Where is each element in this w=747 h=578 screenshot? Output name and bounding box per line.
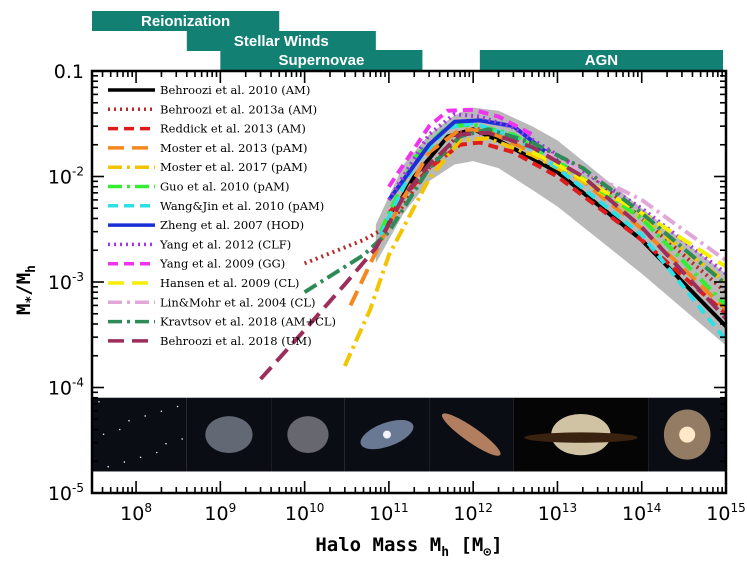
star-dot bbox=[118, 428, 121, 431]
y-axis-title-m1: M bbox=[13, 304, 35, 315]
x-tick-label: 1013 bbox=[538, 501, 577, 525]
legend-label: Kravtsov et al. 2018 (AM+CL) bbox=[160, 315, 336, 329]
y-tick-label: 10-4 bbox=[48, 376, 84, 400]
y-tick-label: 0.1 bbox=[54, 61, 84, 83]
x-axis-title-main: Halo Mass M bbox=[315, 534, 441, 556]
y-tick-label: 10-3 bbox=[48, 270, 84, 294]
series-line bbox=[259, 130, 726, 381]
feedback-band bbox=[220, 50, 423, 70]
star-dot bbox=[123, 461, 126, 463]
feedback-band bbox=[479, 50, 723, 70]
star-dot bbox=[102, 433, 105, 436]
x-tick-label: 1015 bbox=[706, 501, 745, 525]
x-tick-label: 1010 bbox=[285, 501, 324, 525]
series-lines bbox=[259, 107, 726, 381]
legend-label: Yang et al. 2009 (GG) bbox=[159, 257, 285, 271]
legend-label: Wang&Jin et al. 2010 (pAM) bbox=[160, 199, 324, 213]
star-dot bbox=[98, 400, 100, 403]
galaxy-dust-lane bbox=[524, 432, 638, 443]
star-dot bbox=[165, 442, 167, 445]
x-tick-label: 109 bbox=[204, 501, 236, 525]
legend-label: Hansen et al. 2009 (CL) bbox=[160, 276, 299, 290]
galaxy-image-strip bbox=[91, 396, 726, 472]
star-dot bbox=[128, 419, 130, 422]
y-axis-title: M*/Mh bbox=[13, 265, 39, 315]
star-dot bbox=[160, 410, 163, 413]
galaxy-disk bbox=[441, 413, 501, 456]
galaxy-panel bbox=[186, 397, 272, 472]
feedback-band bbox=[186, 31, 376, 51]
x-tick-label: 108 bbox=[120, 501, 152, 525]
series-line bbox=[543, 150, 726, 263]
axis-ticks: 108 109 1010 1011 1012 1013 1014 1015 0.1 10-2 10-… bbox=[48, 61, 746, 525]
legend: Behroozi et al. 2010 (AM) Behroozi et al.… bbox=[108, 83, 336, 348]
y-axis-title-sub2: h bbox=[24, 265, 39, 273]
galaxy-panel bbox=[92, 397, 187, 472]
x-tick-label: 1012 bbox=[453, 501, 492, 525]
star-dot bbox=[144, 415, 146, 417]
series-line bbox=[378, 122, 726, 307]
feedback-band-label: AGN bbox=[585, 52, 618, 69]
legend-label: Zheng et al. 2007 (HOD) bbox=[160, 218, 304, 232]
x-axis-title: Halo Mass Mh [M⊙] bbox=[315, 534, 502, 560]
x-axis-title-close: ] bbox=[491, 534, 502, 556]
series-line bbox=[348, 127, 726, 311]
legend-label: Guo et al. 2010 (pAM) bbox=[160, 180, 289, 194]
legend-label: Behroozi et al. 2018 (UM) bbox=[160, 334, 312, 348]
galaxy-glow bbox=[205, 416, 253, 454]
legend-label: Behroozi et al. 2013a (AM) bbox=[160, 102, 317, 116]
galaxy-glow bbox=[287, 416, 329, 454]
legend-label: Reddick et al. 2013 (AM) bbox=[160, 122, 306, 136]
feedback-band-label: Stellar Winds bbox=[234, 33, 329, 50]
galaxy-panel bbox=[271, 397, 345, 472]
feedback-band bbox=[92, 11, 280, 31]
x-axis-title-sub: h bbox=[441, 545, 449, 560]
y-tick-label: 10-5 bbox=[48, 481, 84, 505]
legend-label: Yang et al. 2012 (CLF) bbox=[159, 237, 291, 251]
y-tick-label: 10-2 bbox=[48, 165, 84, 189]
star-dot bbox=[181, 438, 183, 440]
series-line bbox=[387, 118, 559, 202]
star-dot bbox=[176, 405, 179, 408]
star-dot bbox=[139, 456, 142, 459]
x-axis-title-open: [M bbox=[449, 534, 483, 556]
y-axis-title-slash: /M bbox=[13, 273, 35, 296]
y-axis-title-sub1: * bbox=[24, 296, 39, 304]
star-dot bbox=[155, 451, 158, 454]
feedback-band-label: Supernovae bbox=[278, 52, 364, 69]
galaxy-core bbox=[679, 426, 696, 443]
series-line bbox=[342, 136, 726, 367]
x-tick-label: 1011 bbox=[369, 501, 408, 525]
legend-label: Behroozi et al. 2010 (AM) bbox=[160, 83, 310, 97]
galaxy-core bbox=[382, 430, 391, 439]
series-line bbox=[387, 140, 726, 316]
x-axis-title-sun: ⊙ bbox=[483, 545, 491, 560]
feedback-band-label: Reionization bbox=[141, 13, 230, 30]
legend-label: Moster et al. 2017 (pAM) bbox=[160, 160, 307, 174]
legend-label: Moster et al. 2013 (pAM) bbox=[160, 141, 307, 155]
star-dot bbox=[107, 465, 109, 468]
x-tick-label: 1014 bbox=[622, 501, 661, 525]
legend-label: Lin&Mohr et al. 2004 (CL) bbox=[160, 295, 315, 309]
